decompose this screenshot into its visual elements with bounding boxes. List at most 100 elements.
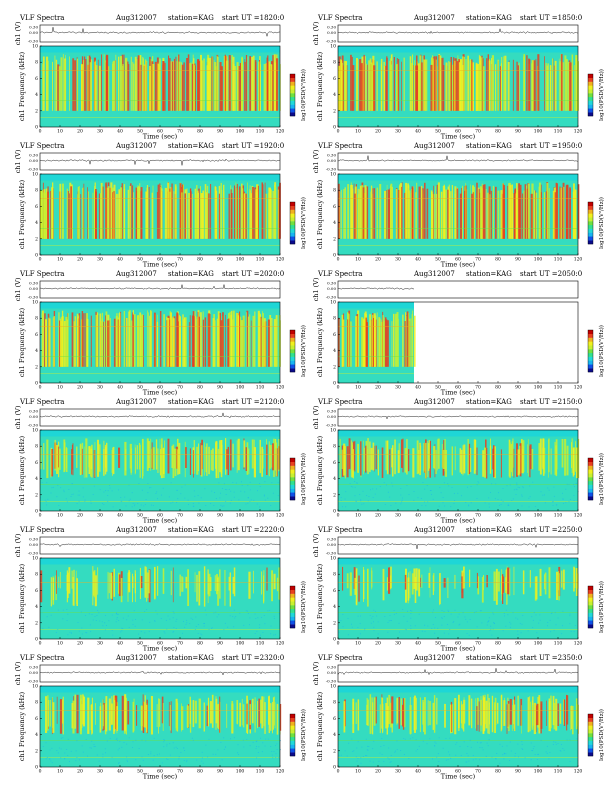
spectrogram-upper-band (338, 430, 578, 437)
waveform-tick-label: 0.30 (327, 537, 336, 542)
waveform-trace (337, 668, 579, 676)
spectrogram-upper-band (40, 430, 280, 437)
x-tick-label: 120 (574, 513, 583, 519)
spectra-panel-3: VLF Spectra Aug312007 station=KAG start UT … (8, 136, 314, 269)
waveform-tick-label: 0.00 (29, 30, 38, 35)
x-tick-label: 0 (39, 385, 42, 391)
spectrogram-streaks (40, 310, 281, 374)
x-tick-label: 70 (177, 129, 183, 135)
y-tick-label: 2 (333, 364, 336, 370)
spectrogram-streaks (338, 694, 579, 764)
waveform-axis-label: ch1 (V) (14, 21, 22, 45)
spectrogram-upper-band (338, 302, 414, 309)
spectrogram-upper-band (40, 686, 280, 693)
spectrogram-upper-band (338, 174, 578, 181)
y-tick-label: 6 (35, 332, 38, 338)
waveform-frame (39, 24, 281, 43)
y-tick-label: 4 (333, 92, 336, 98)
colorbar (587, 73, 594, 117)
spectrogram-upper-band (40, 558, 280, 565)
x-tick-label: 60 (157, 641, 163, 647)
waveform-axis-label: ch1 (V) (14, 277, 22, 301)
y-tick-label: 8 (35, 444, 38, 450)
waveform-axis-label: ch1 (V) (312, 533, 320, 557)
x-tick-label: 80 (197, 769, 203, 775)
x-tick-label: 70 (177, 513, 183, 519)
x-tick-label: 50 (435, 385, 441, 391)
x-tick-label: 90 (515, 769, 521, 775)
x-tick-label: 70 (177, 385, 183, 391)
x-tick-label: 20 (77, 641, 83, 647)
x-tick-label: 20 (375, 129, 381, 135)
tone-line (338, 582, 578, 583)
waveform-tick-label: 0.00 (29, 286, 38, 291)
x-tick-label: 90 (217, 385, 223, 391)
x-tick-label: 110 (256, 257, 265, 263)
tone-line (40, 612, 280, 613)
y-tick-label: 4 (333, 348, 336, 354)
spectra-panel-11: VLF Spectra Aug312007 station=KAG start UT … (8, 648, 314, 781)
y-tick-label: 4 (35, 92, 38, 98)
y-axis-label: ch1 Frequency (kHz) (316, 563, 324, 633)
y-tick-label: 2 (333, 620, 336, 626)
x-tick-label: 30 (395, 769, 401, 775)
spectra-panel-7: VLF Spectra Aug312007 station=KAG start UT … (8, 392, 314, 525)
spectrogram-chart: VLF Spectra Aug312007 station=KAG start UT … (312, 14, 605, 141)
x-tick-label: 70 (177, 769, 183, 775)
spectra-panel-4: VLF Spectra Aug312007 station=KAG start UT … (306, 136, 612, 269)
x-tick-label: 40 (415, 769, 421, 775)
x-tick-label: 0 (39, 513, 42, 519)
y-tick-label: 6 (333, 716, 336, 722)
spectra-panel-6: VLF Spectra Aug312007 station=KAG start UT … (306, 264, 612, 397)
tone-line (338, 117, 578, 118)
x-tick-label: 120 (276, 385, 285, 391)
x-tick-label: 60 (157, 769, 163, 775)
y-tick-label: 4 (333, 476, 336, 482)
waveform-trace (337, 27, 579, 35)
x-tick-label: 90 (217, 769, 223, 775)
colorbar (289, 585, 296, 629)
waveform-tick-label: -0.30 (326, 551, 337, 556)
spectrogram-chart: VLF Spectra Aug312007 station=KAG start UT … (312, 654, 605, 781)
tone-line (40, 356, 280, 357)
x-tick-label: 100 (236, 385, 245, 391)
x-tick-label: 50 (137, 769, 143, 775)
waveform-tick-label: -0.30 (326, 39, 337, 44)
x-tick-label: 70 (475, 385, 481, 391)
y-axis-label: ch1 Frequency (kHz) (316, 435, 324, 505)
y-axis-label: ch1 Frequency (kHz) (316, 691, 324, 761)
x-tick-label: 80 (495, 385, 501, 391)
colorbar-label: log10(PSD(V²/Hz)) (598, 197, 605, 249)
waveform-trace (39, 27, 280, 38)
x-axis-label: Time (sec) (143, 261, 178, 269)
waveform-frame (39, 280, 281, 299)
x-tick-label: 120 (276, 513, 285, 519)
spectrogram-upper-band (338, 686, 578, 693)
y-tick-label: 4 (333, 604, 336, 610)
tone-line (40, 629, 280, 630)
x-tick-label: 70 (177, 257, 183, 263)
x-tick-label: 50 (435, 641, 441, 647)
spectrogram-base (40, 558, 280, 639)
x-tick-label: 60 (455, 385, 461, 391)
y-tick-label: 10 (32, 172, 38, 178)
x-tick-label: 30 (97, 769, 103, 775)
colorbar-label: log10(PSD(V²/Hz)) (300, 581, 307, 633)
x-axis-label: Time (sec) (441, 133, 476, 141)
waveform-tick-label: 0.30 (29, 281, 38, 286)
x-tick-label: 60 (157, 129, 163, 135)
spectra-panel-8: VLF Spectra Aug312007 station=KAG start UT … (306, 392, 612, 525)
spectrogram-streaks (338, 566, 579, 636)
waveform-tick-label: 0.30 (29, 25, 38, 30)
y-axis-label: ch1 Frequency (kHz) (316, 179, 324, 249)
spectrogram-upper-band (338, 46, 578, 53)
waveform-tick-label: 0.30 (29, 665, 38, 670)
x-tick-label: 90 (217, 513, 223, 519)
y-tick-label: 8 (35, 700, 38, 706)
y-tick-label: 8 (333, 60, 336, 66)
x-tick-label: 100 (534, 513, 543, 519)
y-tick-label: 0 (333, 509, 336, 515)
x-tick-label: 20 (77, 257, 83, 263)
y-tick-label: 10 (330, 300, 336, 306)
start-time-label: start UT =2220:0 (222, 526, 284, 534)
